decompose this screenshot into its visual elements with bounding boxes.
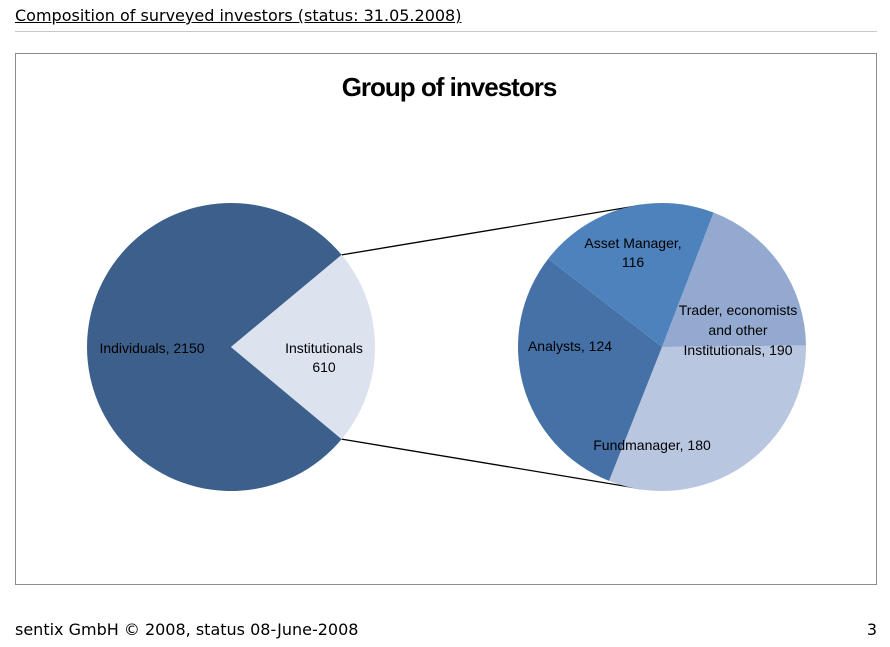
label-individuals: Individuals, 2150: [99, 340, 204, 356]
label-fundmanager: Fundmanager, 180: [593, 437, 711, 453]
page-number: 3: [866, 620, 877, 639]
label-trader-line1: Trader, economists: [679, 302, 798, 318]
label-analysts: Analysts, 124: [528, 338, 612, 354]
page-title: Composition of surveyed investors (statu…: [15, 6, 462, 25]
label-trader-line3: Institutionals, 190: [684, 342, 793, 358]
slice-trader-economists-and-other-institutionals: [609, 345, 806, 492]
slice-institutionals: [231, 254, 375, 440]
connector-line-top: [341, 204, 643, 256]
header-divider: [15, 31, 877, 32]
connector-line-bottom: [341, 438, 643, 490]
label-asset-manager-line1: Asset Manager,: [584, 235, 681, 251]
slice-analysts: [548, 202, 714, 347]
label-institutionals-line1: Institutionals: [285, 340, 363, 356]
slice-individuals: [86, 203, 342, 492]
label-institutionals-line2: 610: [312, 359, 336, 375]
chart-title: Group of investors: [342, 72, 557, 102]
label-asset-manager-line2: 116: [622, 254, 645, 270]
slice-asset-manager: [662, 212, 806, 347]
footer-copyright: sentix GmbH © 2008, status 08-June-2008: [15, 620, 359, 639]
label-trader-line2: and other: [708, 322, 767, 338]
slice-fundmanager: [517, 258, 662, 481]
